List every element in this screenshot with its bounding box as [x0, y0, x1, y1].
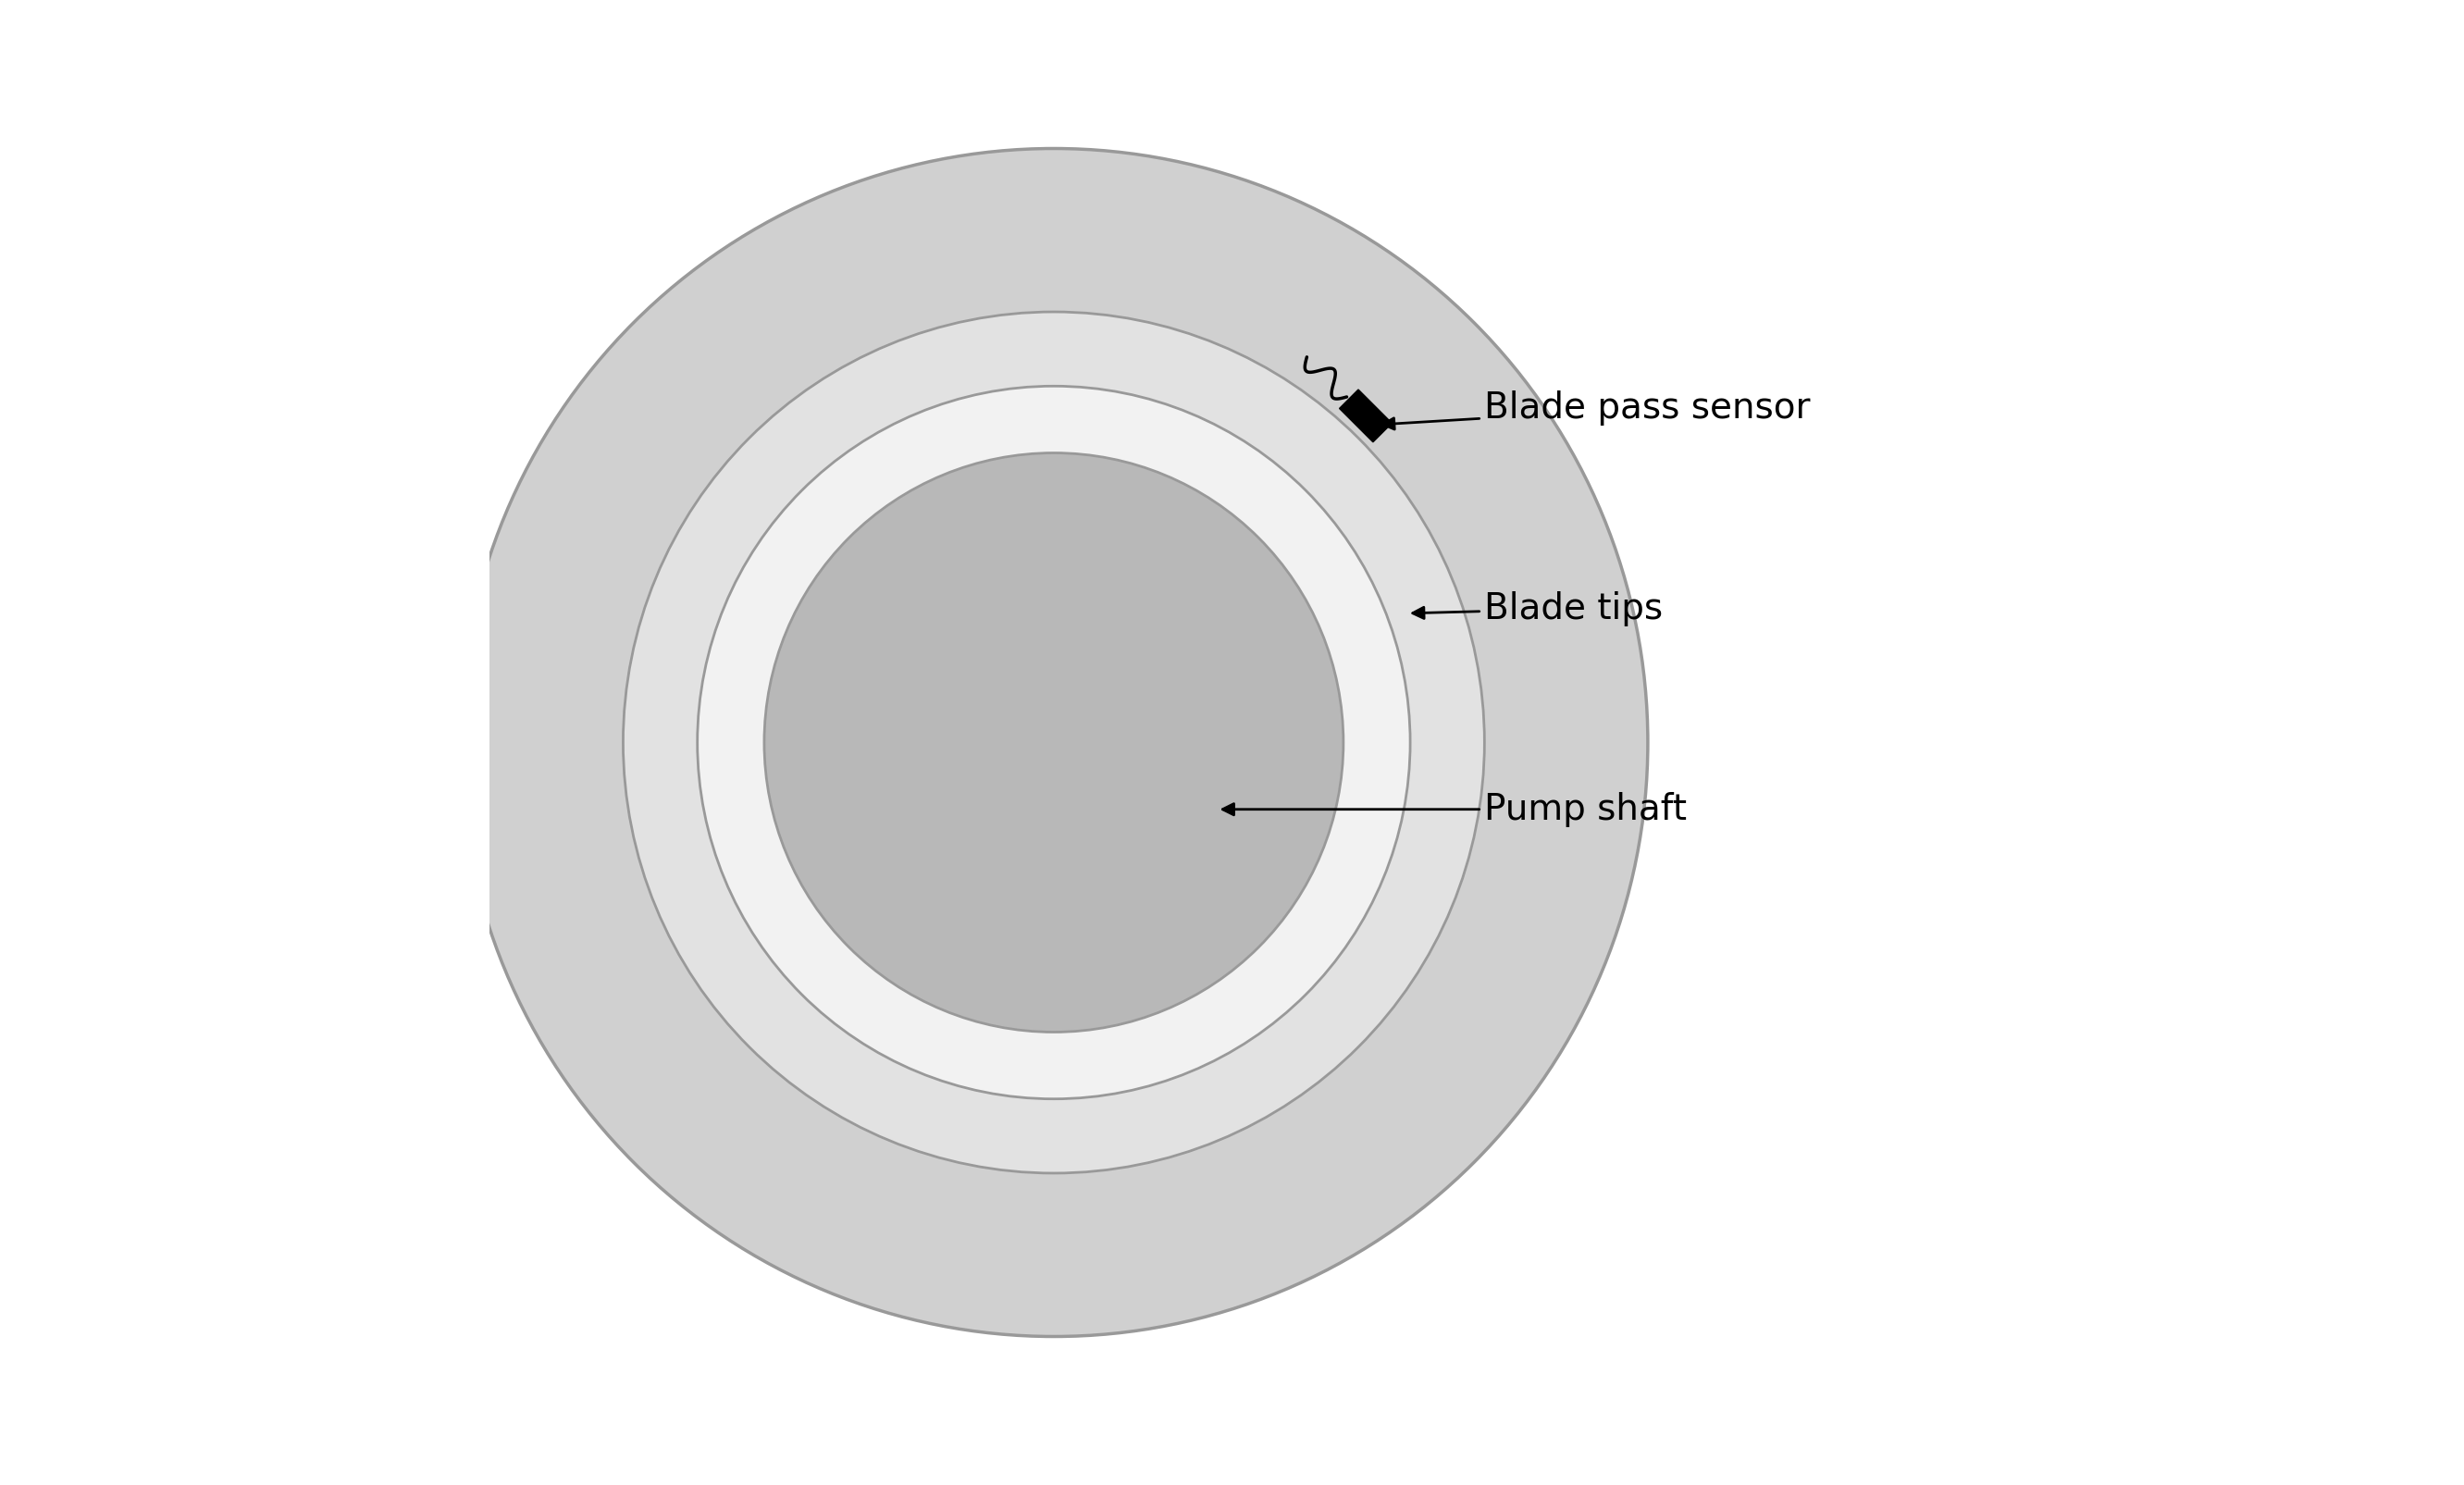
- Polygon shape: [1340, 389, 1392, 443]
- Text: Pump shaft: Pump shaft: [1222, 792, 1688, 827]
- Circle shape: [764, 453, 1343, 1032]
- Text: Blade tips: Blade tips: [1412, 591, 1663, 627]
- Circle shape: [461, 148, 1648, 1336]
- Circle shape: [623, 312, 1483, 1173]
- Text: Blade pass sensor: Blade pass sensor: [1382, 391, 1811, 429]
- Circle shape: [697, 386, 1409, 1099]
